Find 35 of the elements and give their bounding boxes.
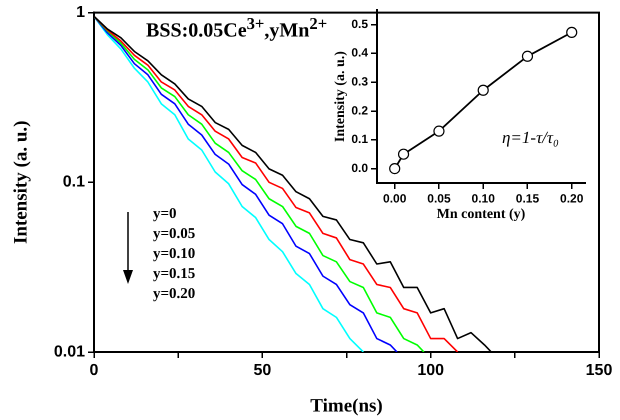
- y-tick-label: 1: [76, 4, 86, 22]
- x-axis-title: Mn content (y): [436, 207, 526, 222]
- y-tick-label: 0.1: [351, 132, 368, 146]
- y-tick-label: 0.4: [351, 46, 368, 60]
- y-axis-title: Intensity (a. u.): [333, 50, 348, 142]
- point: [522, 50, 534, 62]
- y-axis-title: Intensity (a. u.): [10, 120, 32, 244]
- x-tick-label: 150: [586, 362, 612, 380]
- annotation: y=0: [153, 205, 178, 224]
- point: [566, 26, 578, 38]
- point: [389, 163, 400, 174]
- x-tick-label: 0.05: [427, 192, 451, 206]
- y-tick-label: 0.5: [351, 16, 368, 31]
- x-tick-label: 50: [253, 362, 272, 380]
- chart-title: BSS:0.05Ce$^{3+}$,yMn$^{2+}$: [146, 14, 328, 43]
- x-tick-label: 0.10: [472, 192, 496, 206]
- annotation: y=0.15: [153, 265, 196, 284]
- x-tick-label: 0.15: [516, 192, 540, 206]
- x-tick-label: 100: [417, 362, 444, 380]
- point: [398, 148, 410, 160]
- y-tick-label: 0.3: [351, 74, 368, 89]
- annotation: y=0.20: [153, 285, 196, 304]
- annotation: y=0.05: [153, 225, 196, 244]
- x-axis-title: Time(ns): [310, 396, 383, 417]
- point: [478, 84, 489, 96]
- x-tick-label: 0: [90, 362, 99, 380]
- y-tick-label: 0.2: [351, 103, 368, 118]
- x-tick-label: 0.20: [560, 192, 584, 206]
- y-tick-label: 0.01: [54, 343, 86, 360]
- point: [433, 126, 445, 137]
- x-tick-label: 0.00: [383, 192, 407, 206]
- y-tick-label: 0.0: [351, 160, 368, 175]
- y-tick-label: 0.1: [62, 174, 86, 191]
- annotation: y=0.10: [153, 245, 196, 264]
- annotation: η=1-τ/τ₀: [502, 128, 559, 148]
